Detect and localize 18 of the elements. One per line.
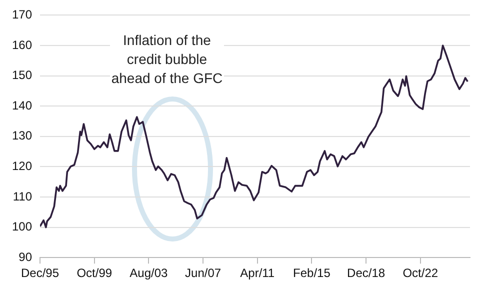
y-tick-label: 150 bbox=[12, 68, 32, 82]
x-tick-label: Aug/03 bbox=[130, 266, 168, 280]
y-tick-label: 120 bbox=[12, 159, 32, 174]
x-tick-label: Oct/22 bbox=[402, 266, 438, 280]
x-tick-label: Apr/11 bbox=[240, 266, 275, 280]
annotation: Inflation of the credit bubble ahead of the GFC bbox=[110, 31, 224, 88]
x-tick-label: Dec/95 bbox=[21, 266, 60, 280]
y-tick-label: 110 bbox=[12, 189, 32, 204]
x-tick-label: Dec/18 bbox=[347, 266, 386, 280]
x-tick-label: Jun/07 bbox=[185, 266, 222, 280]
y-tick-label: 170 bbox=[12, 8, 32, 22]
y-tick-label: 90 bbox=[18, 250, 32, 264]
y-tick-label: 100 bbox=[12, 220, 32, 234]
y-tick-label: 140 bbox=[12, 98, 32, 112]
y-tick-label: 130 bbox=[12, 128, 32, 143]
x-tick-label: Oct/99 bbox=[76, 266, 112, 280]
x-tick-label: Feb/15 bbox=[293, 266, 331, 280]
y-tick-label: 160 bbox=[12, 38, 32, 52]
